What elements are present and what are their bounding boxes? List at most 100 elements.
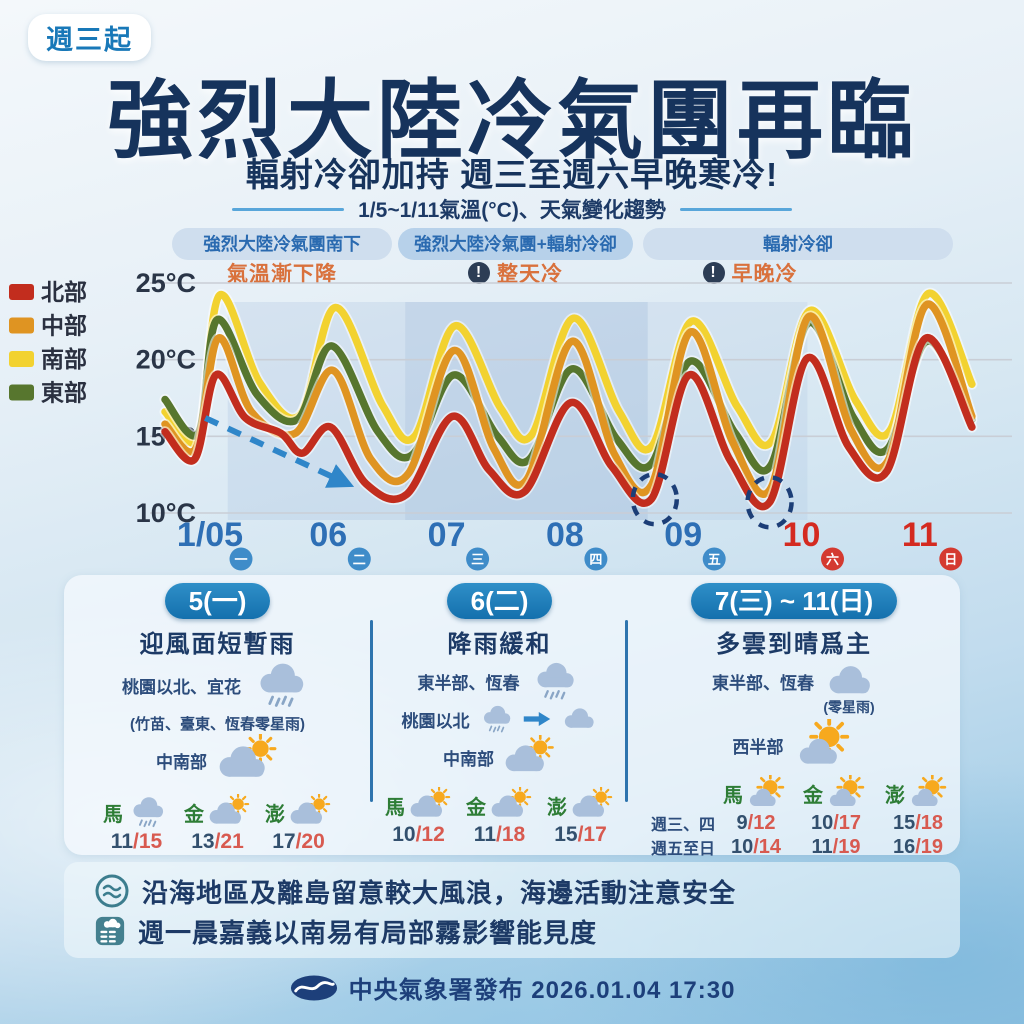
day-pill: 5(一) (164, 583, 271, 619)
exclamation-icon: ! (468, 262, 490, 284)
sun-with-cloud-icon (790, 719, 856, 771)
weekday-badge-label: 一 (234, 552, 247, 567)
island-name: 金 (466, 796, 486, 819)
sun-behind-cloud-icon (213, 734, 279, 786)
phase-note-cold-all-day: ! 整天冷 (398, 259, 633, 287)
footer: 中央氣象署發布 2026.01.04 17:30 (0, 970, 1024, 1005)
weekday-badge-label: 六 (826, 552, 839, 567)
x-tick-label: 08 (546, 516, 584, 554)
legend-label: 北部 (41, 279, 87, 305)
temp-separator: / (753, 835, 759, 858)
legend-swatch (9, 317, 34, 334)
x-tick-label: 06 (309, 516, 347, 554)
temp-separator: / (577, 823, 584, 846)
weekday-badge (229, 547, 253, 571)
region-label: 桃園以北 (401, 711, 470, 731)
fog-note: 週一晨嘉義以南易有局部霧影響能見度 (94, 911, 960, 951)
x-tick-label: 07 (428, 516, 466, 554)
weekday-badge-label: 二 (353, 552, 366, 567)
rain-cloud-icon (124, 794, 170, 830)
panel-divider (370, 620, 373, 802)
island-penghu: 澎 17/20 (265, 794, 332, 854)
x-tick-label: 09 (664, 516, 702, 554)
sun-with-cloud-icon (823, 775, 869, 811)
week-start-badge-label: 週三起 (46, 25, 133, 55)
legend-swatch (9, 351, 34, 367)
sun-behind-cloud-icon (487, 787, 533, 823)
arrow-right-icon (522, 709, 552, 729)
weekday-badge (466, 547, 490, 571)
note-text: 週一晨嘉義以南易有局部霧影響能見度 (138, 917, 598, 948)
low-temp: 16 (892, 835, 916, 858)
low-temp: 10 (392, 823, 416, 846)
low-temp-circle (745, 475, 794, 530)
temp-separator: / (915, 811, 921, 834)
sun-behind-cloud-icon (205, 794, 251, 830)
region-label: 東半部、恆春 (417, 673, 520, 693)
low-temp: 11 (811, 835, 833, 858)
rain-cloud-icon (476, 703, 516, 735)
high-temp: 15 (138, 830, 163, 853)
forecast-panel-mon: 5(一) 迎風面短暫雨 桃園以北、宜花 (竹苗、臺東、恆春零星雨) 中南部 馬 … (64, 575, 373, 855)
legend-label: 東部 (41, 380, 87, 406)
week-start-badge: 週三起 (28, 14, 151, 61)
weekday-badge (702, 547, 726, 571)
fog-icon (94, 915, 126, 947)
sun-with-cloud-icon (905, 775, 951, 811)
temp-separator: / (833, 811, 839, 834)
island-penghu: 澎 15/17 (547, 787, 614, 847)
high-temp: 21 (220, 830, 244, 853)
legend-label: 中部 (41, 313, 87, 339)
sun-behind-cloud-icon (406, 787, 452, 823)
wave-icon (94, 873, 130, 909)
weekday-badge-label: 四 (589, 552, 602, 567)
x-tick-label: 1/05 (177, 516, 243, 554)
temp-separator: / (832, 835, 839, 858)
weekday-badge-label: 三 (471, 552, 484, 567)
island-name: 馬 (723, 784, 743, 807)
header-rule-left (232, 207, 345, 211)
day-pill: 6(二) (446, 583, 553, 619)
temp-separator: / (133, 830, 139, 853)
low-temp-circle (630, 471, 680, 527)
weekday-badge (821, 547, 844, 571)
cloud-icon (558, 703, 598, 735)
phase-pill-cold-surge: 強烈大陸冷氣團南下 (172, 228, 392, 260)
low-temp: 15 (892, 811, 916, 834)
region-label: 中南部 (443, 749, 494, 769)
temperature-series-北部 (161, 334, 976, 511)
low-temp: 10 (730, 835, 754, 858)
weekday-badge (347, 547, 371, 571)
temp-separator: / (747, 811, 754, 834)
island-name: 澎 (547, 796, 567, 819)
temp-separator: / (915, 835, 921, 858)
daily-forecast-panels: 5(一) 迎風面短暫雨 桃園以北、宜花 (竹苗、臺東、恆春零星雨) 中南部 馬 … (64, 575, 960, 858)
header-rule-right (679, 207, 792, 211)
island-name: 澎 (265, 803, 285, 826)
island-matsu: 馬 10/12 (385, 787, 452, 847)
temperature-series-中部 (161, 300, 976, 498)
x-tick-label: 10 (783, 516, 821, 554)
panel-divider (625, 620, 628, 802)
region-label: 東半部、恆春 (712, 673, 814, 693)
panel-headline: 降雨緩和 (447, 631, 552, 658)
wind-wave-note: 沿海地區及離島留意較大風浪，海邊活動注意安全 (94, 871, 960, 911)
day-pill: 7(三) ~ 11(日) (690, 583, 898, 619)
island-kinmen: 金 13/21 (184, 794, 251, 854)
region-note: (竹苗、臺東、恆春零星雨) (130, 716, 305, 733)
low-temp: 11 (110, 830, 133, 853)
weekday-badge-label: 日 (944, 552, 957, 567)
region-label: 西半部 (732, 737, 784, 757)
sun-with-cloud-icon (743, 775, 789, 811)
temp-row-label: 週五至日 (650, 841, 715, 858)
temp-separator: / (496, 823, 502, 846)
y-tick-label: 10°C (136, 498, 196, 528)
high-temp: 18 (920, 811, 944, 834)
sun-behind-cloud-icon (568, 787, 614, 823)
exclamation-icon: ! (702, 262, 725, 284)
temp-row-label: 週三、四 (650, 817, 715, 834)
chart-title: 1/5~1/11氣溫(°C)、天氣變化趨勢 (358, 199, 666, 222)
region-label: 中南部 (156, 752, 207, 772)
